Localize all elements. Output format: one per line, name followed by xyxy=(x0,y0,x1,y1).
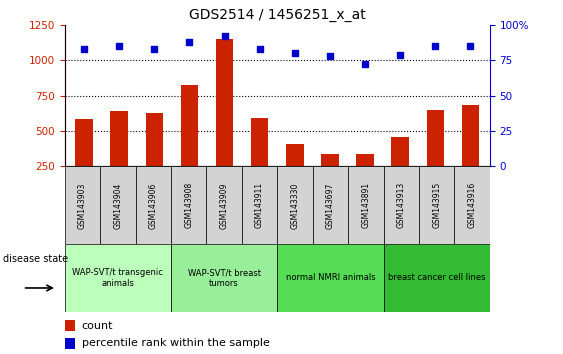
FancyBboxPatch shape xyxy=(207,166,242,244)
Bar xyxy=(356,154,374,202)
Bar xyxy=(251,118,269,202)
Point xyxy=(325,53,334,59)
Text: normal NMRI animals: normal NMRI animals xyxy=(285,273,375,282)
Text: GSM143904: GSM143904 xyxy=(113,182,122,229)
Bar xyxy=(286,144,303,202)
FancyBboxPatch shape xyxy=(65,244,171,312)
FancyBboxPatch shape xyxy=(278,244,383,312)
Text: count: count xyxy=(82,321,113,331)
Text: GSM143908: GSM143908 xyxy=(184,182,193,228)
Text: percentile rank within the sample: percentile rank within the sample xyxy=(82,338,270,348)
Point xyxy=(185,39,194,45)
FancyBboxPatch shape xyxy=(171,166,207,244)
Bar xyxy=(427,110,444,202)
FancyBboxPatch shape xyxy=(100,166,136,244)
Bar xyxy=(75,119,93,202)
Bar xyxy=(110,111,128,202)
Point xyxy=(431,43,440,49)
FancyBboxPatch shape xyxy=(171,244,278,312)
Bar xyxy=(181,85,198,202)
FancyBboxPatch shape xyxy=(454,166,490,244)
Text: GSM143915: GSM143915 xyxy=(432,182,441,228)
FancyBboxPatch shape xyxy=(383,166,419,244)
Bar xyxy=(462,105,479,202)
Point xyxy=(115,43,124,49)
Text: GSM143891: GSM143891 xyxy=(361,182,370,228)
FancyBboxPatch shape xyxy=(242,166,278,244)
Bar xyxy=(391,137,409,202)
Point xyxy=(79,46,88,52)
Text: GSM143903: GSM143903 xyxy=(78,182,87,229)
Point xyxy=(396,52,405,57)
FancyBboxPatch shape xyxy=(419,166,454,244)
Bar xyxy=(65,320,75,331)
Text: WAP-SVT/t transgenic
animals: WAP-SVT/t transgenic animals xyxy=(73,268,163,287)
Text: GSM143911: GSM143911 xyxy=(255,182,264,228)
Point xyxy=(150,46,159,52)
Text: GSM143697: GSM143697 xyxy=(326,182,335,229)
Point xyxy=(291,50,300,56)
Text: disease state: disease state xyxy=(3,254,68,264)
Text: WAP-SVT/t breast
tumors: WAP-SVT/t breast tumors xyxy=(187,268,261,287)
Point xyxy=(255,46,264,52)
Bar xyxy=(65,338,75,349)
FancyBboxPatch shape xyxy=(383,244,490,312)
Title: GDS2514 / 1456251_x_at: GDS2514 / 1456251_x_at xyxy=(189,8,365,22)
Point xyxy=(360,62,369,67)
Text: GSM143906: GSM143906 xyxy=(149,182,158,229)
FancyBboxPatch shape xyxy=(278,166,312,244)
Text: breast cancer cell lines: breast cancer cell lines xyxy=(388,273,485,282)
Bar xyxy=(146,113,163,202)
FancyBboxPatch shape xyxy=(65,166,100,244)
Bar xyxy=(216,39,234,202)
Text: GSM143913: GSM143913 xyxy=(397,182,406,228)
FancyBboxPatch shape xyxy=(348,166,383,244)
FancyBboxPatch shape xyxy=(136,166,171,244)
Point xyxy=(466,43,475,49)
Text: GSM143330: GSM143330 xyxy=(291,182,300,229)
Text: GSM143909: GSM143909 xyxy=(220,182,229,229)
Text: GSM143916: GSM143916 xyxy=(468,182,477,228)
FancyBboxPatch shape xyxy=(312,166,348,244)
Bar xyxy=(321,154,339,202)
Point xyxy=(220,33,229,39)
